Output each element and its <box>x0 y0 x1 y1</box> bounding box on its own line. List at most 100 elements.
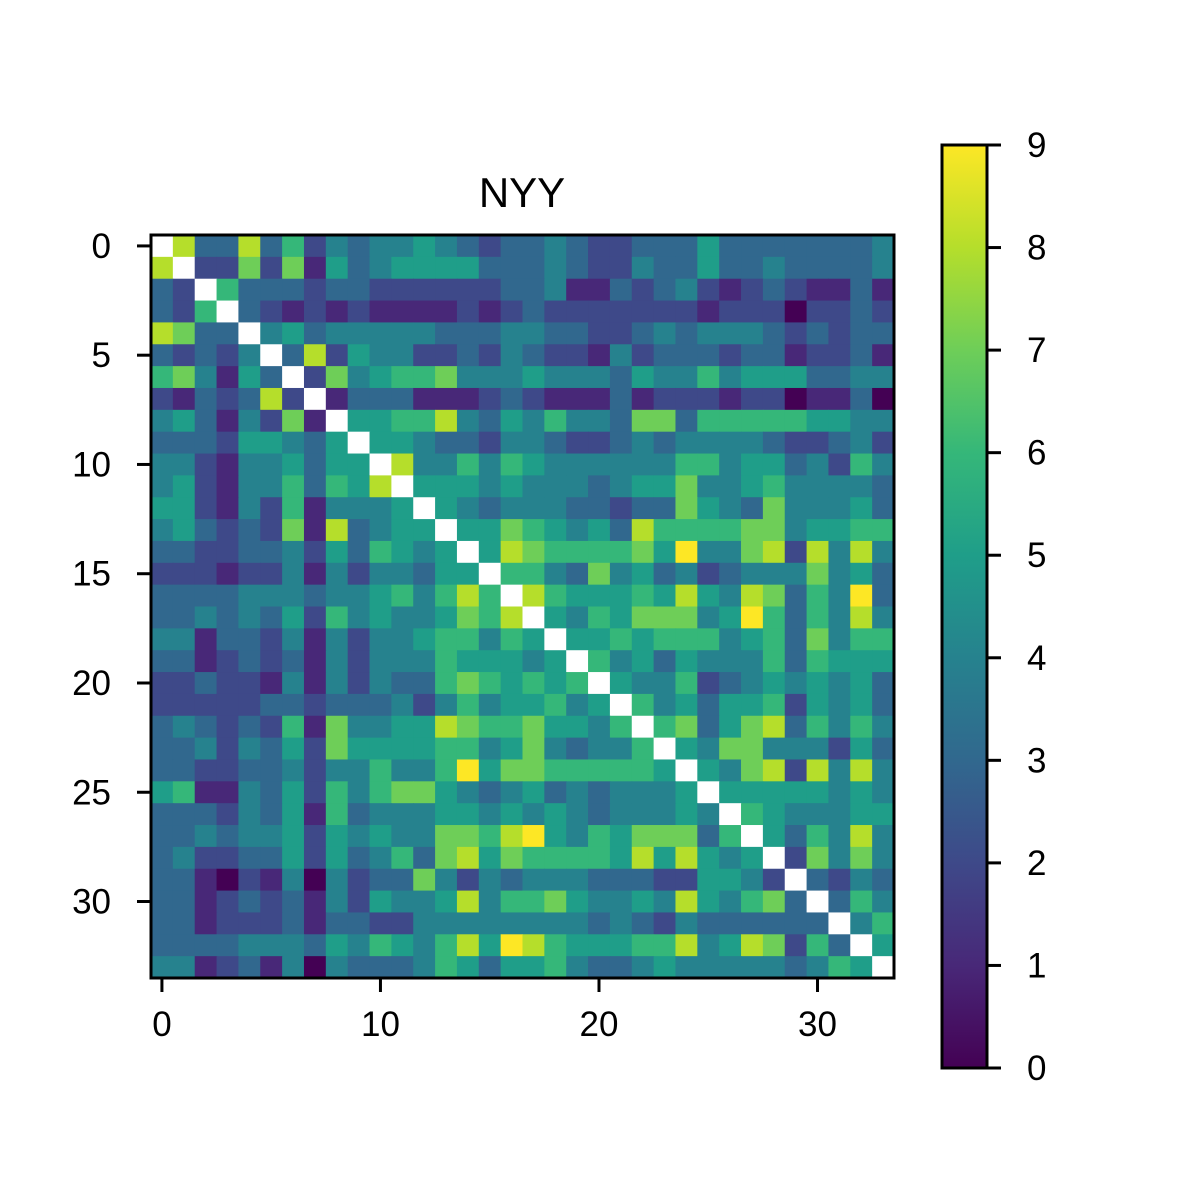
heatmap-cell <box>522 300 545 324</box>
heatmap-cell <box>828 322 851 345</box>
heatmap-cell <box>653 846 677 870</box>
heatmap-cell <box>391 781 414 804</box>
heatmap-cell <box>216 344 240 367</box>
heatmap-cell <box>653 737 677 761</box>
heatmap-cell <box>522 497 545 520</box>
heatmap-cell <box>216 628 240 651</box>
heatmap-cell <box>566 540 589 564</box>
heatmap-cell <box>282 890 305 914</box>
heatmap-cell <box>675 715 698 739</box>
heatmap-cell <box>282 540 305 564</box>
heatmap-cell <box>172 628 196 651</box>
heatmap-cell <box>282 934 305 957</box>
heatmap-cell <box>544 715 567 739</box>
heatmap-cell <box>872 890 895 914</box>
heatmap-cell <box>697 825 720 848</box>
heatmap-cell <box>413 737 436 761</box>
heatmap-cell <box>741 606 764 629</box>
heatmap-cell <box>456 278 480 302</box>
heatmap-cell <box>435 956 458 979</box>
heatmap-cell <box>522 868 545 892</box>
heatmap-cell <box>413 650 436 673</box>
heatmap-cell <box>719 715 742 739</box>
heatmap-cell <box>588 606 611 629</box>
heatmap-cell <box>631 803 655 826</box>
heatmap-cell <box>653 519 677 542</box>
heatmap-cell <box>151 475 174 498</box>
heatmap-cell <box>194 890 218 914</box>
heatmap-cell <box>588 519 611 542</box>
heatmap-cell <box>697 803 720 826</box>
heatmap-cell <box>653 650 677 673</box>
heatmap-cell <box>522 562 545 586</box>
heatmap-cell <box>413 344 436 367</box>
heatmap-cell <box>478 387 502 411</box>
heatmap-cell <box>500 912 524 935</box>
heatmap-cell <box>369 781 392 804</box>
heatmap-cell <box>544 519 567 542</box>
heatmap-cell <box>566 693 589 717</box>
heatmap-cell <box>762 278 786 302</box>
heatmap-cell <box>544 890 567 914</box>
heatmap-cell <box>347 562 371 586</box>
heatmap-cell <box>391 825 414 848</box>
heatmap-cell <box>588 846 611 870</box>
heatmap-cell <box>784 278 808 302</box>
heatmap-cell <box>566 453 589 476</box>
heatmap-cell <box>194 584 218 608</box>
heatmap-cell <box>194 606 218 629</box>
heatmap-cell <box>872 956 895 979</box>
heatmap-cell <box>697 235 720 258</box>
heatmap-cell <box>435 256 458 280</box>
heatmap-cell <box>522 934 545 957</box>
x-axis: 0 10 20 30 <box>152 978 837 1044</box>
heatmap-cell <box>653 562 677 586</box>
heatmap-cell <box>282 431 305 455</box>
heatmap-cell <box>741 650 764 673</box>
heatmap-cell <box>631 890 655 914</box>
heatmap-cell <box>872 453 895 476</box>
heatmap-cell <box>303 956 327 979</box>
heatmap-cell <box>347 912 371 935</box>
heatmap-cell <box>325 278 349 302</box>
heatmap-cell <box>653 256 677 280</box>
heatmap-cell <box>413 278 436 302</box>
heatmap-cell <box>413 453 436 476</box>
heatmap-cell <box>631 562 655 586</box>
heatmap-cell <box>609 825 633 848</box>
heatmap-cell <box>238 890 261 914</box>
heatmap-cell <box>216 825 240 848</box>
heatmap-cell <box>522 956 545 979</box>
heatmap-cell <box>325 475 349 498</box>
heatmap-cell <box>238 322 261 345</box>
heatmap-cell <box>151 956 174 979</box>
heatmap-cell <box>828 540 851 564</box>
heatmap-cell <box>303 737 327 761</box>
heatmap-cell <box>588 584 611 608</box>
heatmap-cell <box>478 497 502 520</box>
heatmap-cell <box>216 890 240 914</box>
heatmap-cell <box>151 519 174 542</box>
heatmap-cell <box>369 803 392 826</box>
heatmap-cell <box>347 737 371 761</box>
heatmap-cell <box>435 868 458 892</box>
heatmap-cell <box>631 693 655 717</box>
heatmap-cell <box>762 519 786 542</box>
heatmap-cell <box>522 366 545 389</box>
heatmap-cell <box>413 519 436 542</box>
heatmap-cell <box>544 781 567 804</box>
heatmap-cell <box>762 846 786 870</box>
heatmap-cell <box>456 672 480 695</box>
heatmap-cell <box>741 475 764 498</box>
heatmap-cell <box>413 890 436 914</box>
heatmap-cell <box>762 825 786 848</box>
heatmap-cell <box>522 409 545 433</box>
heatmap-cell <box>631 344 655 367</box>
heatmap-cell <box>609 759 633 782</box>
heatmap-cell <box>369 387 392 411</box>
heatmap-cell <box>697 387 720 411</box>
heatmap-cell <box>544 475 567 498</box>
heatmap-cell <box>260 825 283 848</box>
heatmap-cell <box>282 475 305 498</box>
heatmap-cell <box>806 235 830 258</box>
